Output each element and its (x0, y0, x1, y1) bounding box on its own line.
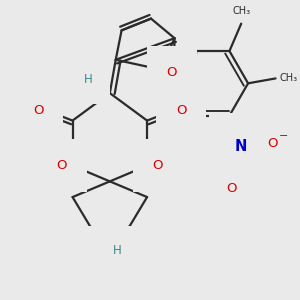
Text: H: H (98, 244, 106, 256)
Text: H: H (84, 73, 93, 86)
Text: O: O (226, 182, 237, 195)
Text: CH₃: CH₃ (232, 6, 250, 16)
Text: O: O (33, 104, 44, 117)
Text: N: N (235, 140, 247, 154)
Text: O: O (176, 104, 187, 117)
Text: H: H (113, 244, 122, 256)
Text: −: − (279, 131, 288, 141)
Text: O: O (153, 159, 163, 172)
Text: O: O (167, 66, 177, 79)
Text: O: O (267, 136, 278, 149)
Text: CH₃: CH₃ (280, 74, 298, 83)
Text: O: O (56, 159, 67, 172)
Text: +: + (248, 134, 256, 144)
